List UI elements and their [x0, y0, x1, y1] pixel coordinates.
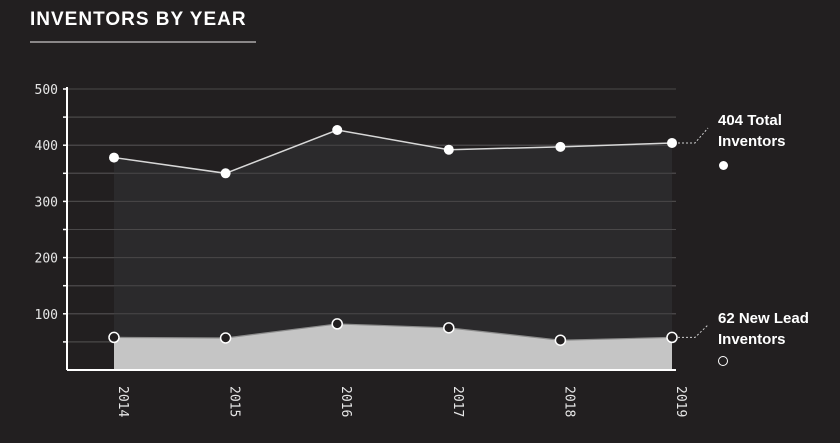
y-tick-label-500: 500 — [35, 83, 58, 98]
total-point-2014 — [109, 152, 119, 163]
total-legend-connector — [678, 127, 709, 144]
total-point-2017 — [443, 144, 454, 155]
lead-point-2017 — [443, 322, 455, 334]
legend-lead-dot-icon — [718, 356, 728, 366]
y-tick-label-400: 400 — [35, 139, 58, 154]
series-lines — [113, 129, 673, 341]
chart-title: INVENTORS BY YEAR — [30, 9, 247, 30]
title-underline — [30, 41, 256, 43]
legend-total-line1: 404 Total — [718, 112, 782, 129]
total-inventors-area — [114, 130, 672, 370]
total-inventors-line — [113, 129, 673, 175]
new-lead-inventors-line — [113, 323, 673, 341]
total-point-2016 — [332, 125, 343, 136]
new-lead-inventors-area — [114, 323, 672, 370]
lead-point-2016 — [331, 318, 343, 330]
total-point-2018 — [555, 141, 566, 152]
x-tick-label-2018: 2018 — [561, 386, 576, 417]
x-tick-label-2014: 2014 — [115, 386, 130, 417]
legend-connectors — [678, 127, 709, 338]
tick-labels: 100 200 300 400 500 2014 2015 2016 2017 2018 2019 — [35, 83, 688, 417]
legend-lead-line2: Inventors — [718, 331, 786, 348]
x-tick-label-2015: 2015 — [227, 386, 242, 417]
x-tick-label-2017: 2017 — [450, 386, 465, 417]
y-tick-label-100: 100 — [35, 308, 58, 323]
total-point-2015 — [220, 168, 231, 179]
legend-lead-label: 62 New Lead Inventors — [718, 308, 809, 350]
area-layer — [67, 88, 676, 370]
legend-lead-line1: 62 New Lead — [718, 310, 809, 327]
legend-total-line2: Inventors — [718, 133, 786, 150]
y-tick-label-200: 200 — [35, 252, 58, 267]
legend-total-dot-icon — [719, 161, 728, 170]
lead-point-2019 — [666, 331, 678, 344]
legend-total-label: 404 Total Inventors — [718, 110, 786, 152]
axes — [63, 87, 676, 371]
y-tick-label-300: 300 — [35, 195, 58, 210]
series-markers — [108, 125, 678, 346]
x-tick-label-2019: 2019 — [673, 386, 688, 417]
lead-point-2015 — [219, 332, 232, 344]
total-point-2019 — [667, 137, 677, 148]
x-tick-label-2016: 2016 — [338, 386, 353, 417]
lead-point-2014 — [108, 331, 120, 344]
lead-point-2018 — [554, 334, 567, 346]
lead-legend-connector — [678, 324, 709, 338]
